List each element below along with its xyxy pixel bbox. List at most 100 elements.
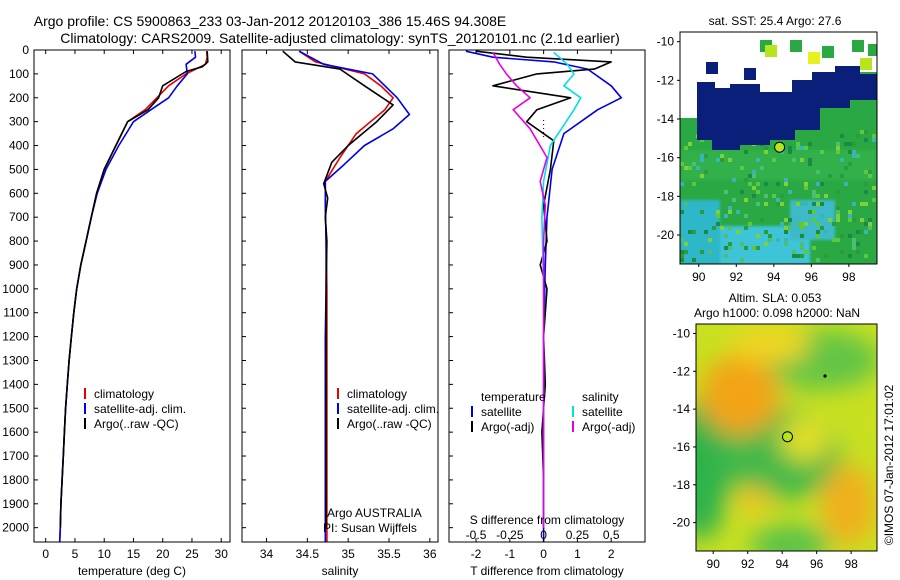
- sst-pixel: [692, 162, 696, 166]
- sst-pixel: [836, 218, 840, 222]
- sst-pixel: [820, 202, 824, 206]
- sst-pixel: [784, 178, 788, 182]
- difference-panel: -2 -1 0 1 2 -0.5 -0.25 0 0.25 0.5 S difference f…: [448, 49, 646, 578]
- sst-pixel: [820, 226, 824, 230]
- map-x-tick-label: 96: [810, 557, 824, 571]
- sst-pixel: [852, 142, 856, 146]
- sst-pixel: [756, 246, 760, 250]
- sst-pixel: [796, 146, 800, 150]
- sst-pixel: [752, 194, 756, 198]
- sst-pixel: [688, 230, 692, 234]
- map-x-tick-label: 96: [805, 270, 819, 284]
- sst-pixel: [728, 246, 732, 250]
- sst-pixel: [736, 230, 740, 234]
- sst-pixel: [684, 146, 688, 150]
- s-tick-label: 0.25: [566, 528, 590, 542]
- temperature-series: [58, 51, 209, 542]
- legend-label: satellite: [582, 405, 623, 419]
- sst-pixel: [852, 202, 856, 206]
- map-y-tick-label: -12: [657, 73, 675, 87]
- x-tick-label: 0: [42, 547, 49, 561]
- sst-pixel: [716, 222, 720, 226]
- sst-pixel: [812, 194, 816, 198]
- sst-pixel: [784, 182, 788, 186]
- sst-pixel: [692, 230, 696, 234]
- sst-pixel: [724, 190, 728, 194]
- sst-pixel: [820, 150, 824, 154]
- sst-pixel: [764, 146, 768, 150]
- sst-pixel: [800, 246, 804, 250]
- sst-pixel: [792, 254, 796, 258]
- sst-pixel: [856, 250, 860, 254]
- sla-green-west: [696, 400, 730, 540]
- argo-position-marker: [781, 431, 793, 443]
- sst-pixel: [752, 174, 756, 178]
- map-x-tick-label: 94: [767, 270, 781, 284]
- series-line-sal_argo-3: [492, 52, 548, 528]
- sst-dark-band: [697, 66, 877, 150]
- sst-pixel: [744, 198, 748, 202]
- sst-pixel: [864, 190, 868, 194]
- sla-yellow-center: [780, 418, 830, 462]
- sst-pixel: [752, 246, 756, 250]
- legend-label: Argo(-adj): [582, 420, 635, 434]
- sst-pixel: [780, 222, 784, 226]
- sst-pixel: [764, 242, 768, 246]
- sst-pixel: [780, 202, 784, 206]
- sst-pixel: [764, 202, 768, 206]
- sst-pixel: [836, 146, 840, 150]
- sst-pixel: [848, 234, 852, 238]
- depth-tick-label: 1400: [2, 377, 29, 391]
- sst-pixel: [864, 130, 868, 134]
- map-x-tick-label: 94: [776, 557, 790, 571]
- title-line-2: Climatology: CARS2009. Satellite-adjuste…: [60, 30, 620, 46]
- sla-green-south: [750, 525, 830, 551]
- sst-pixel: [808, 162, 812, 166]
- s-tick-label: 0: [540, 528, 547, 542]
- sst-pixel: [872, 138, 876, 142]
- sst-pixel: [836, 214, 840, 218]
- sst-pixel: [808, 158, 812, 162]
- depth-tick-label: 1800: [2, 473, 29, 487]
- legend-label: climatology: [347, 387, 407, 401]
- sst-pixel: [788, 226, 792, 230]
- depth-tick-label: 400: [9, 139, 29, 153]
- sst-pixel: [820, 214, 824, 218]
- sst-pixel: [840, 158, 844, 162]
- sst-pixel: [848, 162, 852, 166]
- sla-orange-south: [739, 486, 771, 514]
- sst-pixel: [700, 250, 704, 254]
- sst-pixel: [828, 174, 832, 178]
- sst-pixel: [704, 170, 708, 174]
- sst-pixel: [852, 150, 856, 154]
- map-x-tick-label: 90: [707, 557, 721, 571]
- map-y-tick-label: -20: [673, 516, 691, 530]
- sst-pixel: [764, 194, 768, 198]
- difference-series: [465, 50, 623, 542]
- sst-pixel: [864, 182, 868, 186]
- sst-pixel: [724, 246, 728, 250]
- salinity-frame: [241, 49, 439, 543]
- difference-ticks: -2 -1 0 1 2: [471, 50, 615, 561]
- sst-pixel: [868, 174, 872, 178]
- sst-pixel: [756, 234, 760, 238]
- sst-pixel: [848, 210, 852, 214]
- sst-pixel: [844, 142, 848, 146]
- sst-patch: [744, 68, 756, 80]
- sst-pixel: [684, 242, 688, 246]
- legend-label: climatology: [94, 387, 154, 401]
- map-x-tick-label: 98: [844, 557, 858, 571]
- sst-pixel: [684, 202, 688, 206]
- sst-pixel: [860, 202, 864, 206]
- sst-pixel: [844, 182, 848, 186]
- sst-pixel: [788, 190, 792, 194]
- sst-pixel: [704, 230, 708, 234]
- sst-pixel: [744, 150, 748, 154]
- sst-map: [680, 32, 877, 264]
- map-y-tick-label: -14: [673, 402, 691, 416]
- sla-field: [696, 327, 877, 551]
- map-y-tick-label: -10: [657, 35, 675, 49]
- sst-patch: [808, 52, 820, 64]
- sst-pixel: [764, 230, 768, 234]
